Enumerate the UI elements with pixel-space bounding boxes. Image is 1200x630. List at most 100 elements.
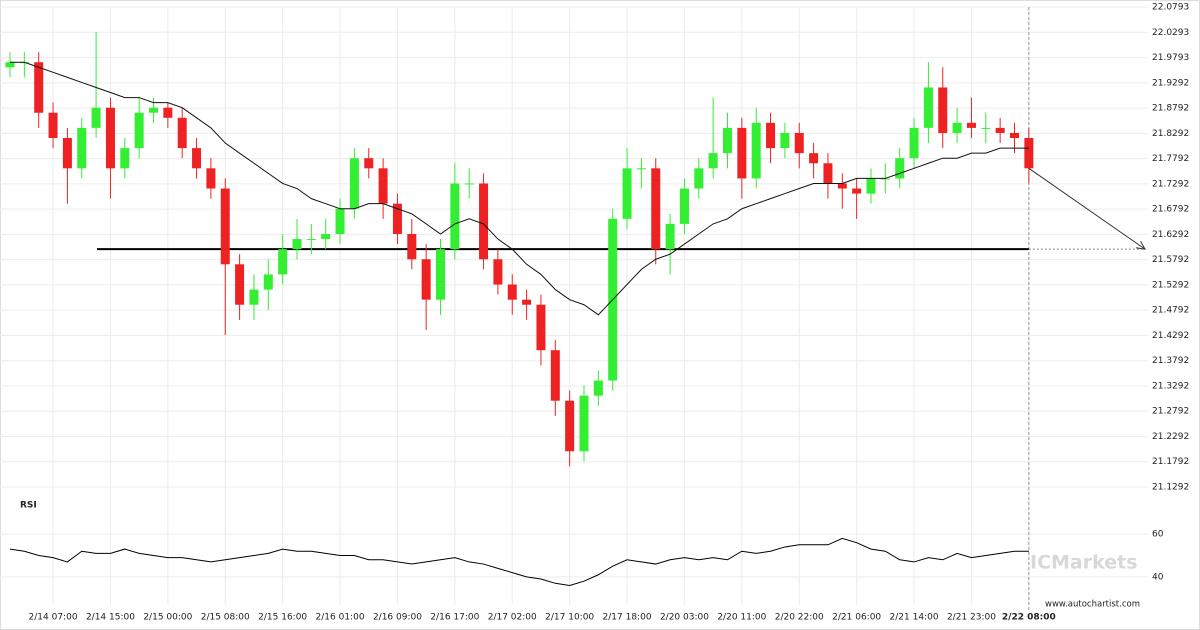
y-tick-label: 21.8792 bbox=[1152, 104, 1189, 114]
rsi-tick-label: 60 bbox=[1152, 530, 1164, 540]
candle-body bbox=[149, 107, 158, 113]
candle-body bbox=[163, 107, 173, 118]
x-tick-label: 2/21 14:00 bbox=[890, 613, 939, 623]
candle-body bbox=[493, 259, 503, 285]
candle-body bbox=[708, 153, 718, 169]
rsi-label: RSI bbox=[20, 501, 37, 511]
y-tick-label: 21.2292 bbox=[1152, 432, 1189, 442]
candle-body bbox=[952, 122, 962, 133]
candle-body bbox=[995, 127, 1005, 133]
candle-body bbox=[909, 127, 919, 159]
candle-body bbox=[866, 178, 876, 194]
candle-body bbox=[622, 168, 632, 219]
candle-body bbox=[349, 158, 359, 209]
candle-body bbox=[651, 168, 661, 250]
x-tick-label: 2/17 10:00 bbox=[545, 613, 594, 623]
candle-body bbox=[5, 62, 15, 68]
y-tick-label: 22.0793 bbox=[1152, 3, 1189, 13]
broker-watermark: ICMarkets bbox=[1030, 552, 1138, 574]
candle-body bbox=[249, 289, 259, 305]
candle-body bbox=[134, 112, 144, 149]
candle-body bbox=[321, 233, 331, 240]
candle-body bbox=[364, 158, 374, 169]
candle-body bbox=[48, 112, 58, 139]
y-tick-label: 21.7292 bbox=[1152, 179, 1189, 189]
candle-body bbox=[522, 299, 532, 305]
x-tick-label: 2/22 08:00 bbox=[1002, 613, 1056, 623]
x-tick-label: 2/20 03:00 bbox=[660, 613, 709, 623]
candle-body bbox=[436, 249, 445, 300]
candle-body bbox=[62, 138, 72, 169]
candle-body bbox=[378, 168, 388, 204]
candle-body bbox=[479, 183, 489, 260]
candle-body bbox=[780, 132, 790, 149]
y-tick-label: 21.7792 bbox=[1152, 154, 1189, 164]
candle-body bbox=[536, 304, 546, 351]
x-tick-label: 2/20 22:00 bbox=[775, 613, 824, 623]
candle-body bbox=[306, 239, 316, 241]
candle-body bbox=[450, 183, 460, 250]
moving-average bbox=[10, 61, 1029, 316]
candle-body bbox=[77, 127, 87, 169]
candle-body bbox=[392, 203, 402, 234]
x-tick-label: 2/16 17:00 bbox=[430, 613, 479, 623]
candle-body bbox=[177, 117, 187, 149]
y-tick-label: 21.5292 bbox=[1152, 280, 1189, 290]
candle-body bbox=[593, 380, 603, 396]
y-tick-label: 21.6292 bbox=[1152, 230, 1189, 240]
candle-body bbox=[120, 148, 130, 169]
candle-body bbox=[852, 188, 862, 194]
x-tick-label: 2/16 01:00 bbox=[316, 613, 365, 623]
candle-body bbox=[565, 400, 575, 452]
x-tick-label: 2/16 09:00 bbox=[373, 613, 422, 623]
candle-body bbox=[34, 62, 44, 113]
candle-body bbox=[636, 168, 646, 170]
candle-body bbox=[823, 163, 833, 184]
candle-body bbox=[679, 188, 689, 224]
y-tick-label: 21.3792 bbox=[1152, 356, 1189, 366]
y-tick-label: 21.9292 bbox=[1152, 78, 1189, 88]
candle-body bbox=[938, 87, 948, 133]
rsi-tick-label: 40 bbox=[1152, 572, 1164, 582]
candle-body bbox=[766, 122, 776, 149]
candle-body bbox=[464, 183, 474, 185]
candle-body bbox=[665, 223, 675, 250]
candle-body bbox=[1010, 132, 1019, 139]
candle-body bbox=[794, 132, 804, 154]
site-watermark: www.autochartist.com bbox=[1045, 600, 1140, 610]
x-tick-label: 2/14 15:00 bbox=[86, 613, 135, 623]
plot bbox=[5, 7, 1146, 610]
candle-body bbox=[737, 127, 747, 179]
candle-body bbox=[895, 158, 905, 179]
candle-body bbox=[278, 249, 288, 275]
candle-body bbox=[263, 274, 273, 290]
x-tick-label: 2/17 18:00 bbox=[603, 613, 652, 623]
candle-body bbox=[507, 284, 517, 300]
y-tick-label: 21.4292 bbox=[1152, 331, 1189, 341]
candle-body bbox=[966, 122, 976, 128]
candle-body bbox=[292, 239, 302, 250]
y-tick-label: 21.3292 bbox=[1152, 381, 1189, 391]
candle-body bbox=[694, 168, 704, 189]
candle-body bbox=[235, 264, 245, 305]
candle-body bbox=[923, 87, 933, 128]
candle-body bbox=[220, 188, 230, 265]
grid bbox=[0, 6, 1148, 605]
y-tick-label: 21.5792 bbox=[1152, 255, 1189, 265]
candle-body bbox=[981, 127, 991, 129]
arrow-head bbox=[1136, 241, 1146, 250]
x-tick-label: 2/21 23:00 bbox=[947, 613, 996, 623]
candle-body bbox=[751, 122, 761, 179]
candle-body bbox=[407, 233, 417, 260]
candle-body bbox=[837, 183, 847, 189]
x-tick-label: 2/20 11:00 bbox=[717, 613, 766, 623]
y-tick-label: 21.9793 bbox=[1152, 53, 1189, 63]
candle-body bbox=[579, 395, 589, 452]
y-tick-label: 21.1792 bbox=[1152, 457, 1189, 467]
x-tick-label: 2/17 02:00 bbox=[488, 613, 537, 623]
y-tick-label: 22.0293 bbox=[1152, 28, 1189, 38]
x-tick-label: 2/21 06:00 bbox=[832, 613, 881, 623]
y-tick-label: 21.4792 bbox=[1152, 306, 1189, 316]
